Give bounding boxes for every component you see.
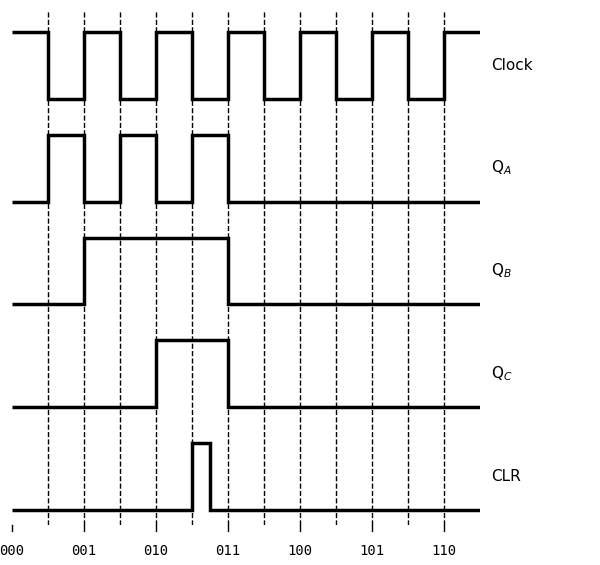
Text: 110: 110: [431, 544, 457, 558]
Text: 001: 001: [71, 544, 97, 558]
Text: Q$_B$: Q$_B$: [491, 262, 512, 280]
Text: CLR: CLR: [491, 469, 521, 484]
Text: 010: 010: [143, 544, 169, 558]
Text: Q$_C$: Q$_C$: [491, 364, 512, 383]
Text: 101: 101: [359, 544, 385, 558]
Text: Clock: Clock: [491, 58, 532, 73]
Text: 100: 100: [287, 544, 313, 558]
Text: Q$_A$: Q$_A$: [491, 159, 511, 177]
Text: 011: 011: [215, 544, 241, 558]
Text: 000: 000: [0, 544, 25, 558]
